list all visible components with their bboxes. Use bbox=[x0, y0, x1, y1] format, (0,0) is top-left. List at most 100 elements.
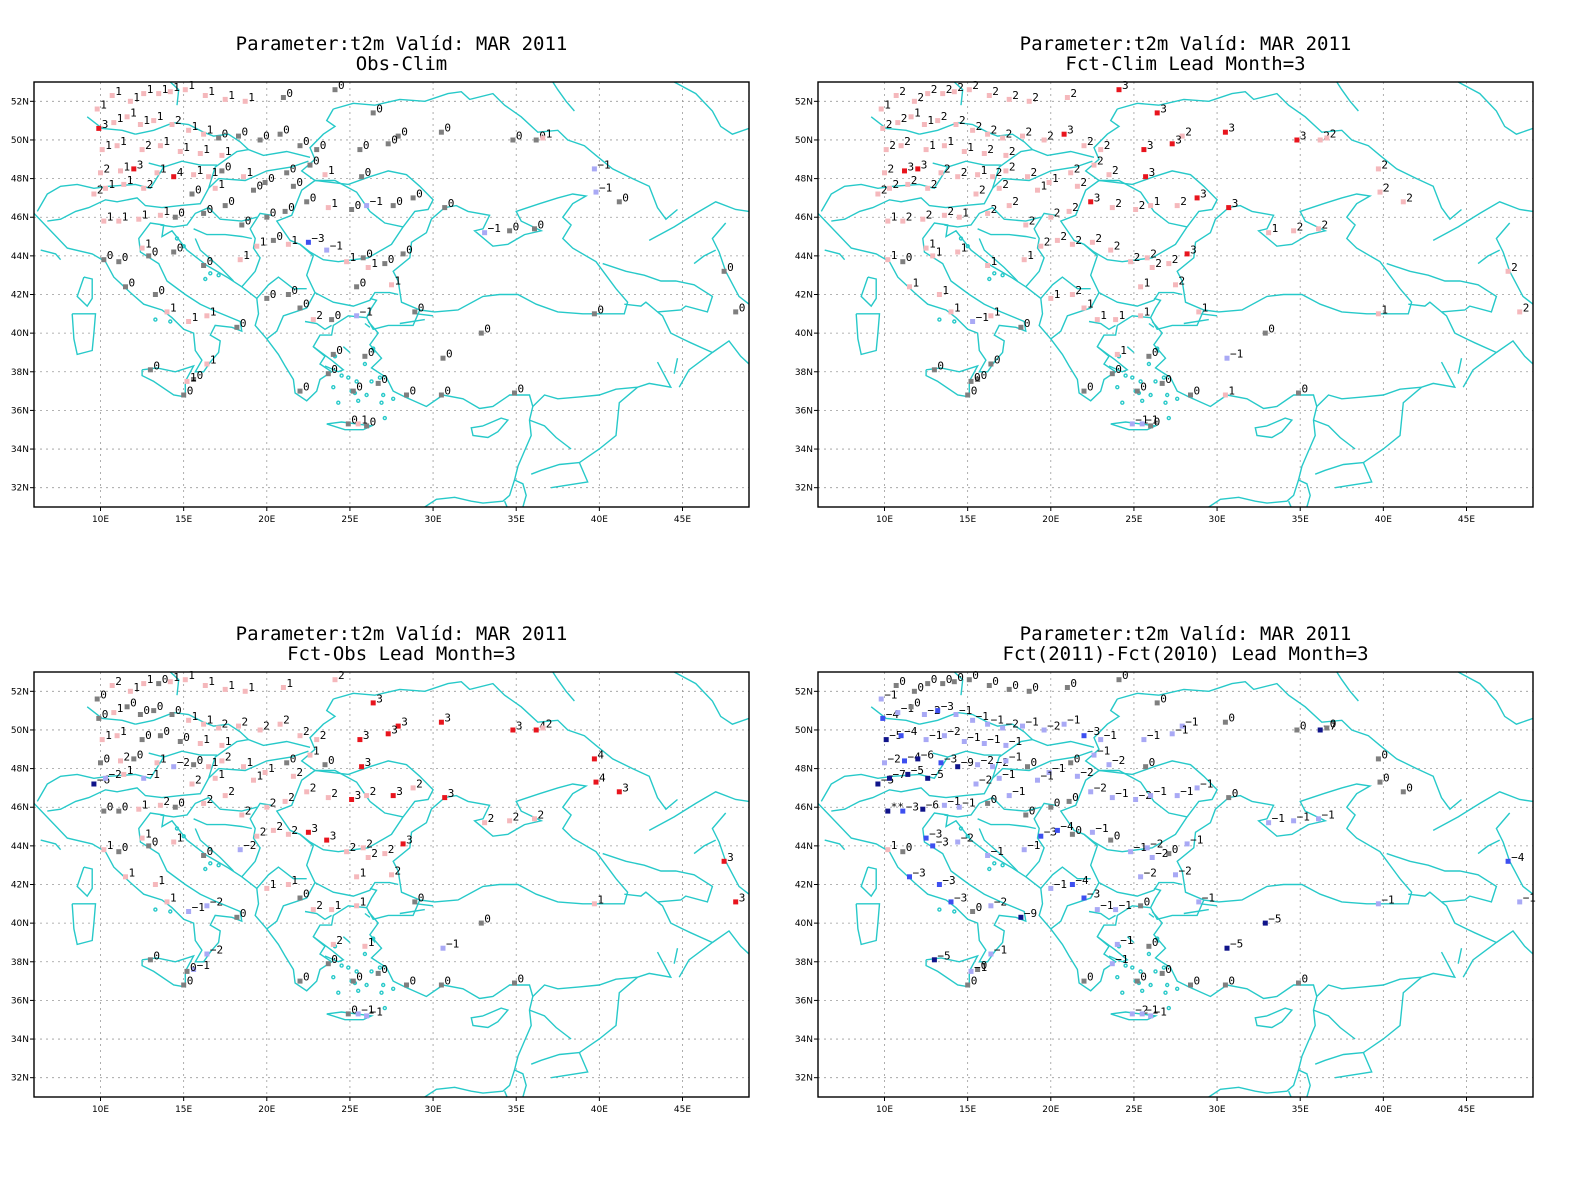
station-value: −3 bbox=[1087, 725, 1100, 738]
station-marker bbox=[385, 731, 391, 737]
station-value: −2 bbox=[1112, 754, 1125, 767]
station-marker bbox=[961, 149, 967, 154]
coastline bbox=[1457, 948, 1463, 964]
coastline bbox=[624, 301, 658, 313]
coastline bbox=[1110, 1011, 1158, 1021]
station-marker bbox=[216, 725, 222, 731]
station-marker bbox=[101, 847, 107, 853]
station-marker bbox=[251, 777, 256, 783]
coastline bbox=[1336, 82, 1359, 112]
station-marker bbox=[257, 727, 263, 733]
station-value: 0 bbox=[974, 371, 981, 384]
station-value: 1 bbox=[107, 839, 114, 852]
map-panel-fct-diff: Parameter:t2m Valíd: MAR 2011 Fct(2011)-… bbox=[788, 590, 1548, 1130]
coastline bbox=[1495, 222, 1533, 305]
station-value: 2 bbox=[1139, 199, 1146, 212]
coastline bbox=[161, 160, 309, 209]
station-value: 1 bbox=[212, 166, 219, 179]
station-marker bbox=[1064, 95, 1070, 100]
station-value: 2 bbox=[350, 841, 357, 854]
station-marker bbox=[1000, 725, 1006, 731]
coastline bbox=[367, 321, 534, 507]
station-value: 0 bbox=[328, 754, 335, 767]
y-tick-label: 44N bbox=[795, 252, 813, 262]
station-value: 2 bbox=[546, 718, 553, 731]
station-markers: 12 22 2 2 2 2 2 22 2 11 2 2 2 2 2 22 2 1 1 1 2 22 322 3 3 2 2 1 2 2 2 1… bbox=[875, 79, 1529, 429]
station-marker bbox=[1108, 247, 1114, 253]
station-value: 0 bbox=[518, 383, 525, 396]
station-value: 2 bbox=[911, 174, 918, 187]
station-marker bbox=[885, 847, 891, 853]
station-marker bbox=[1081, 143, 1087, 149]
station-marker bbox=[1064, 685, 1070, 690]
island bbox=[1138, 969, 1143, 974]
station-marker bbox=[219, 758, 225, 764]
station-value: 2 bbox=[1044, 236, 1051, 249]
station-marker bbox=[201, 210, 207, 216]
station-marker bbox=[1166, 851, 1172, 857]
station-value: 0 bbox=[320, 139, 327, 152]
station-value: 1 bbox=[328, 164, 335, 177]
island bbox=[382, 415, 387, 421]
x-tick-label: 10E bbox=[92, 515, 109, 525]
island bbox=[369, 969, 374, 974]
station-marker bbox=[902, 758, 907, 764]
station-marker bbox=[290, 773, 296, 779]
island bbox=[379, 400, 384, 405]
station-marker bbox=[900, 808, 906, 814]
station-value: 0 bbox=[365, 166, 372, 179]
station-marker bbox=[349, 797, 355, 802]
coastline bbox=[855, 313, 881, 356]
station-marker bbox=[966, 677, 972, 683]
island bbox=[1175, 986, 1180, 991]
coastline bbox=[831, 787, 947, 812]
station-value: 2 bbox=[1511, 261, 1518, 274]
station-marker bbox=[365, 855, 371, 860]
y-tick-label: 44N bbox=[11, 252, 29, 262]
coastline bbox=[47, 197, 163, 222]
x-tick-label: 35E bbox=[1292, 515, 1309, 525]
coastline bbox=[1254, 417, 1294, 439]
island bbox=[336, 990, 341, 995]
station-value: 0 bbox=[129, 276, 136, 289]
station-marker bbox=[1505, 858, 1511, 864]
station-marker bbox=[404, 392, 409, 398]
station-marker bbox=[241, 764, 246, 770]
station-marker bbox=[1294, 137, 1300, 143]
station-value: 0 bbox=[137, 748, 144, 761]
station-marker bbox=[324, 837, 330, 843]
station-marker bbox=[1038, 243, 1044, 249]
station-value: 3 bbox=[391, 723, 398, 736]
coastline bbox=[1477, 839, 1501, 855]
coastline bbox=[364, 912, 371, 918]
station-value: 0 bbox=[1012, 679, 1019, 692]
station-value: −3 bbox=[913, 866, 926, 879]
station-marker bbox=[985, 721, 991, 727]
station-value: 2 bbox=[1179, 274, 1186, 287]
station-marker bbox=[1113, 907, 1119, 913]
y-tick-label: 40N bbox=[795, 329, 813, 339]
island bbox=[364, 392, 369, 398]
station-value: 2 bbox=[1012, 89, 1019, 102]
y-tick-label: 50N bbox=[11, 726, 29, 736]
station-marker bbox=[878, 106, 884, 112]
station-value: 1 bbox=[1052, 172, 1059, 185]
x-tick-label: 45E bbox=[674, 1105, 691, 1115]
station-marker bbox=[325, 205, 331, 211]
station-marker bbox=[882, 170, 887, 176]
panel-subtitle: Fct(2011)-Fct(2010) Lead Month=3 bbox=[1002, 643, 1369, 665]
station-marker bbox=[234, 914, 240, 920]
island bbox=[382, 1005, 387, 1011]
station-value: 1 bbox=[127, 174, 134, 187]
coastline bbox=[1386, 262, 1498, 313]
station-value: 0 bbox=[197, 369, 204, 382]
grid-lines bbox=[34, 672, 749, 1097]
station-marker bbox=[152, 292, 158, 297]
station-marker bbox=[1109, 961, 1115, 967]
station-marker bbox=[985, 131, 991, 137]
station-marker bbox=[593, 189, 599, 195]
station-marker bbox=[254, 833, 260, 839]
station-value: 0 bbox=[1165, 373, 1172, 386]
station-marker bbox=[1129, 421, 1135, 427]
station-value: 0 bbox=[416, 187, 423, 200]
